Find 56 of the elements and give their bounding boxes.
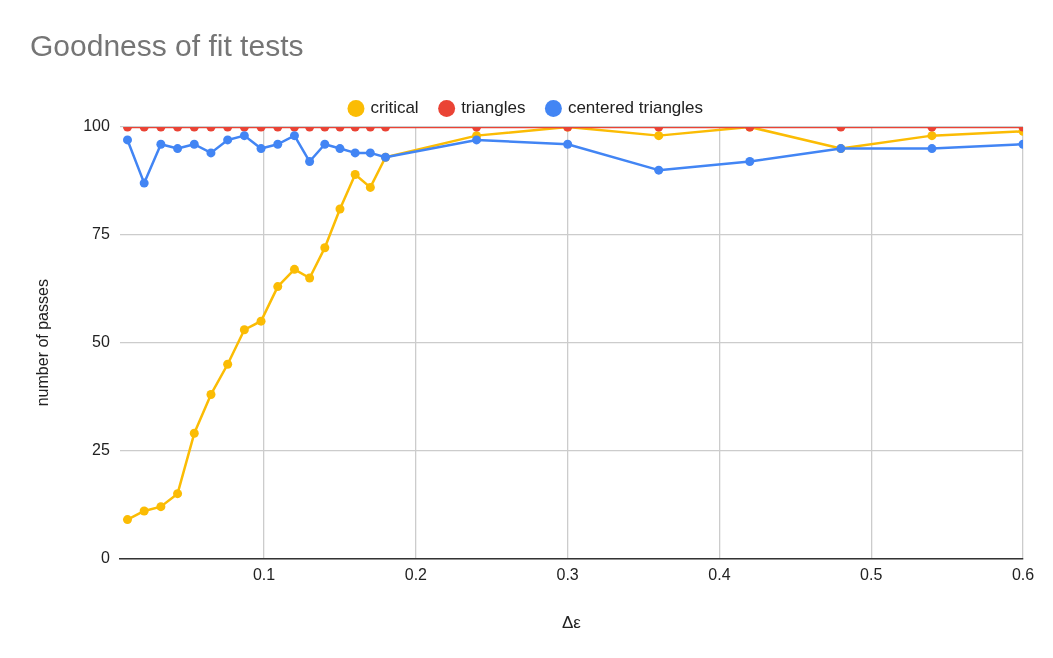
point: [289, 131, 299, 141]
x-tick-label: 0.1: [252, 566, 276, 584]
x-tick-label: 0.3: [556, 566, 579, 584]
point: [350, 148, 360, 158]
point: [335, 144, 345, 154]
point: [173, 489, 183, 499]
point: [122, 135, 132, 145]
point: [289, 264, 299, 274]
point: [239, 325, 249, 335]
legend-label: centered triangles: [567, 98, 704, 118]
point: [350, 169, 360, 179]
point: [206, 389, 216, 399]
point: [156, 139, 166, 149]
point: [223, 135, 233, 145]
point: [320, 243, 330, 253]
point: [256, 316, 266, 326]
point: [320, 139, 330, 149]
point: [305, 273, 315, 283]
legend-label: critical: [370, 98, 419, 118]
x-tick-label: 0.5: [860, 566, 883, 584]
point: [745, 157, 755, 167]
point: [654, 165, 664, 175]
point: [305, 157, 315, 167]
point: [256, 144, 266, 154]
y-tick-label: 0: [100, 548, 110, 566]
point: [139, 506, 149, 516]
point: [654, 131, 664, 141]
y-axis-title: number of passes: [34, 279, 52, 407]
y-tick-label: 25: [92, 440, 110, 458]
point: [273, 139, 283, 149]
y-tick-label: 100: [83, 117, 110, 135]
y-tick-label: 50: [92, 333, 110, 351]
legend-label: triangles: [461, 98, 526, 118]
point: [365, 182, 375, 192]
x-axis-title: Δε: [561, 613, 582, 633]
y-tick-label: 75: [92, 225, 110, 243]
x-tick-label: 0.4: [708, 566, 731, 584]
point: [189, 428, 199, 438]
point: [139, 178, 149, 188]
point: [927, 131, 937, 141]
point: [365, 148, 375, 158]
x-tick-label: 0.6: [1011, 566, 1035, 584]
point: [472, 135, 482, 145]
point: [273, 282, 283, 292]
point: [122, 515, 132, 525]
chart-title: Goodness of fit tests: [30, 29, 304, 63]
point: [156, 502, 166, 512]
point: [239, 131, 249, 141]
point: [335, 204, 345, 214]
point: [563, 139, 573, 149]
point: [206, 148, 216, 158]
x-tick-label: 0.2: [404, 566, 428, 584]
point: [173, 144, 183, 154]
point: [189, 139, 199, 149]
point: [927, 144, 937, 154]
point: [223, 359, 233, 369]
